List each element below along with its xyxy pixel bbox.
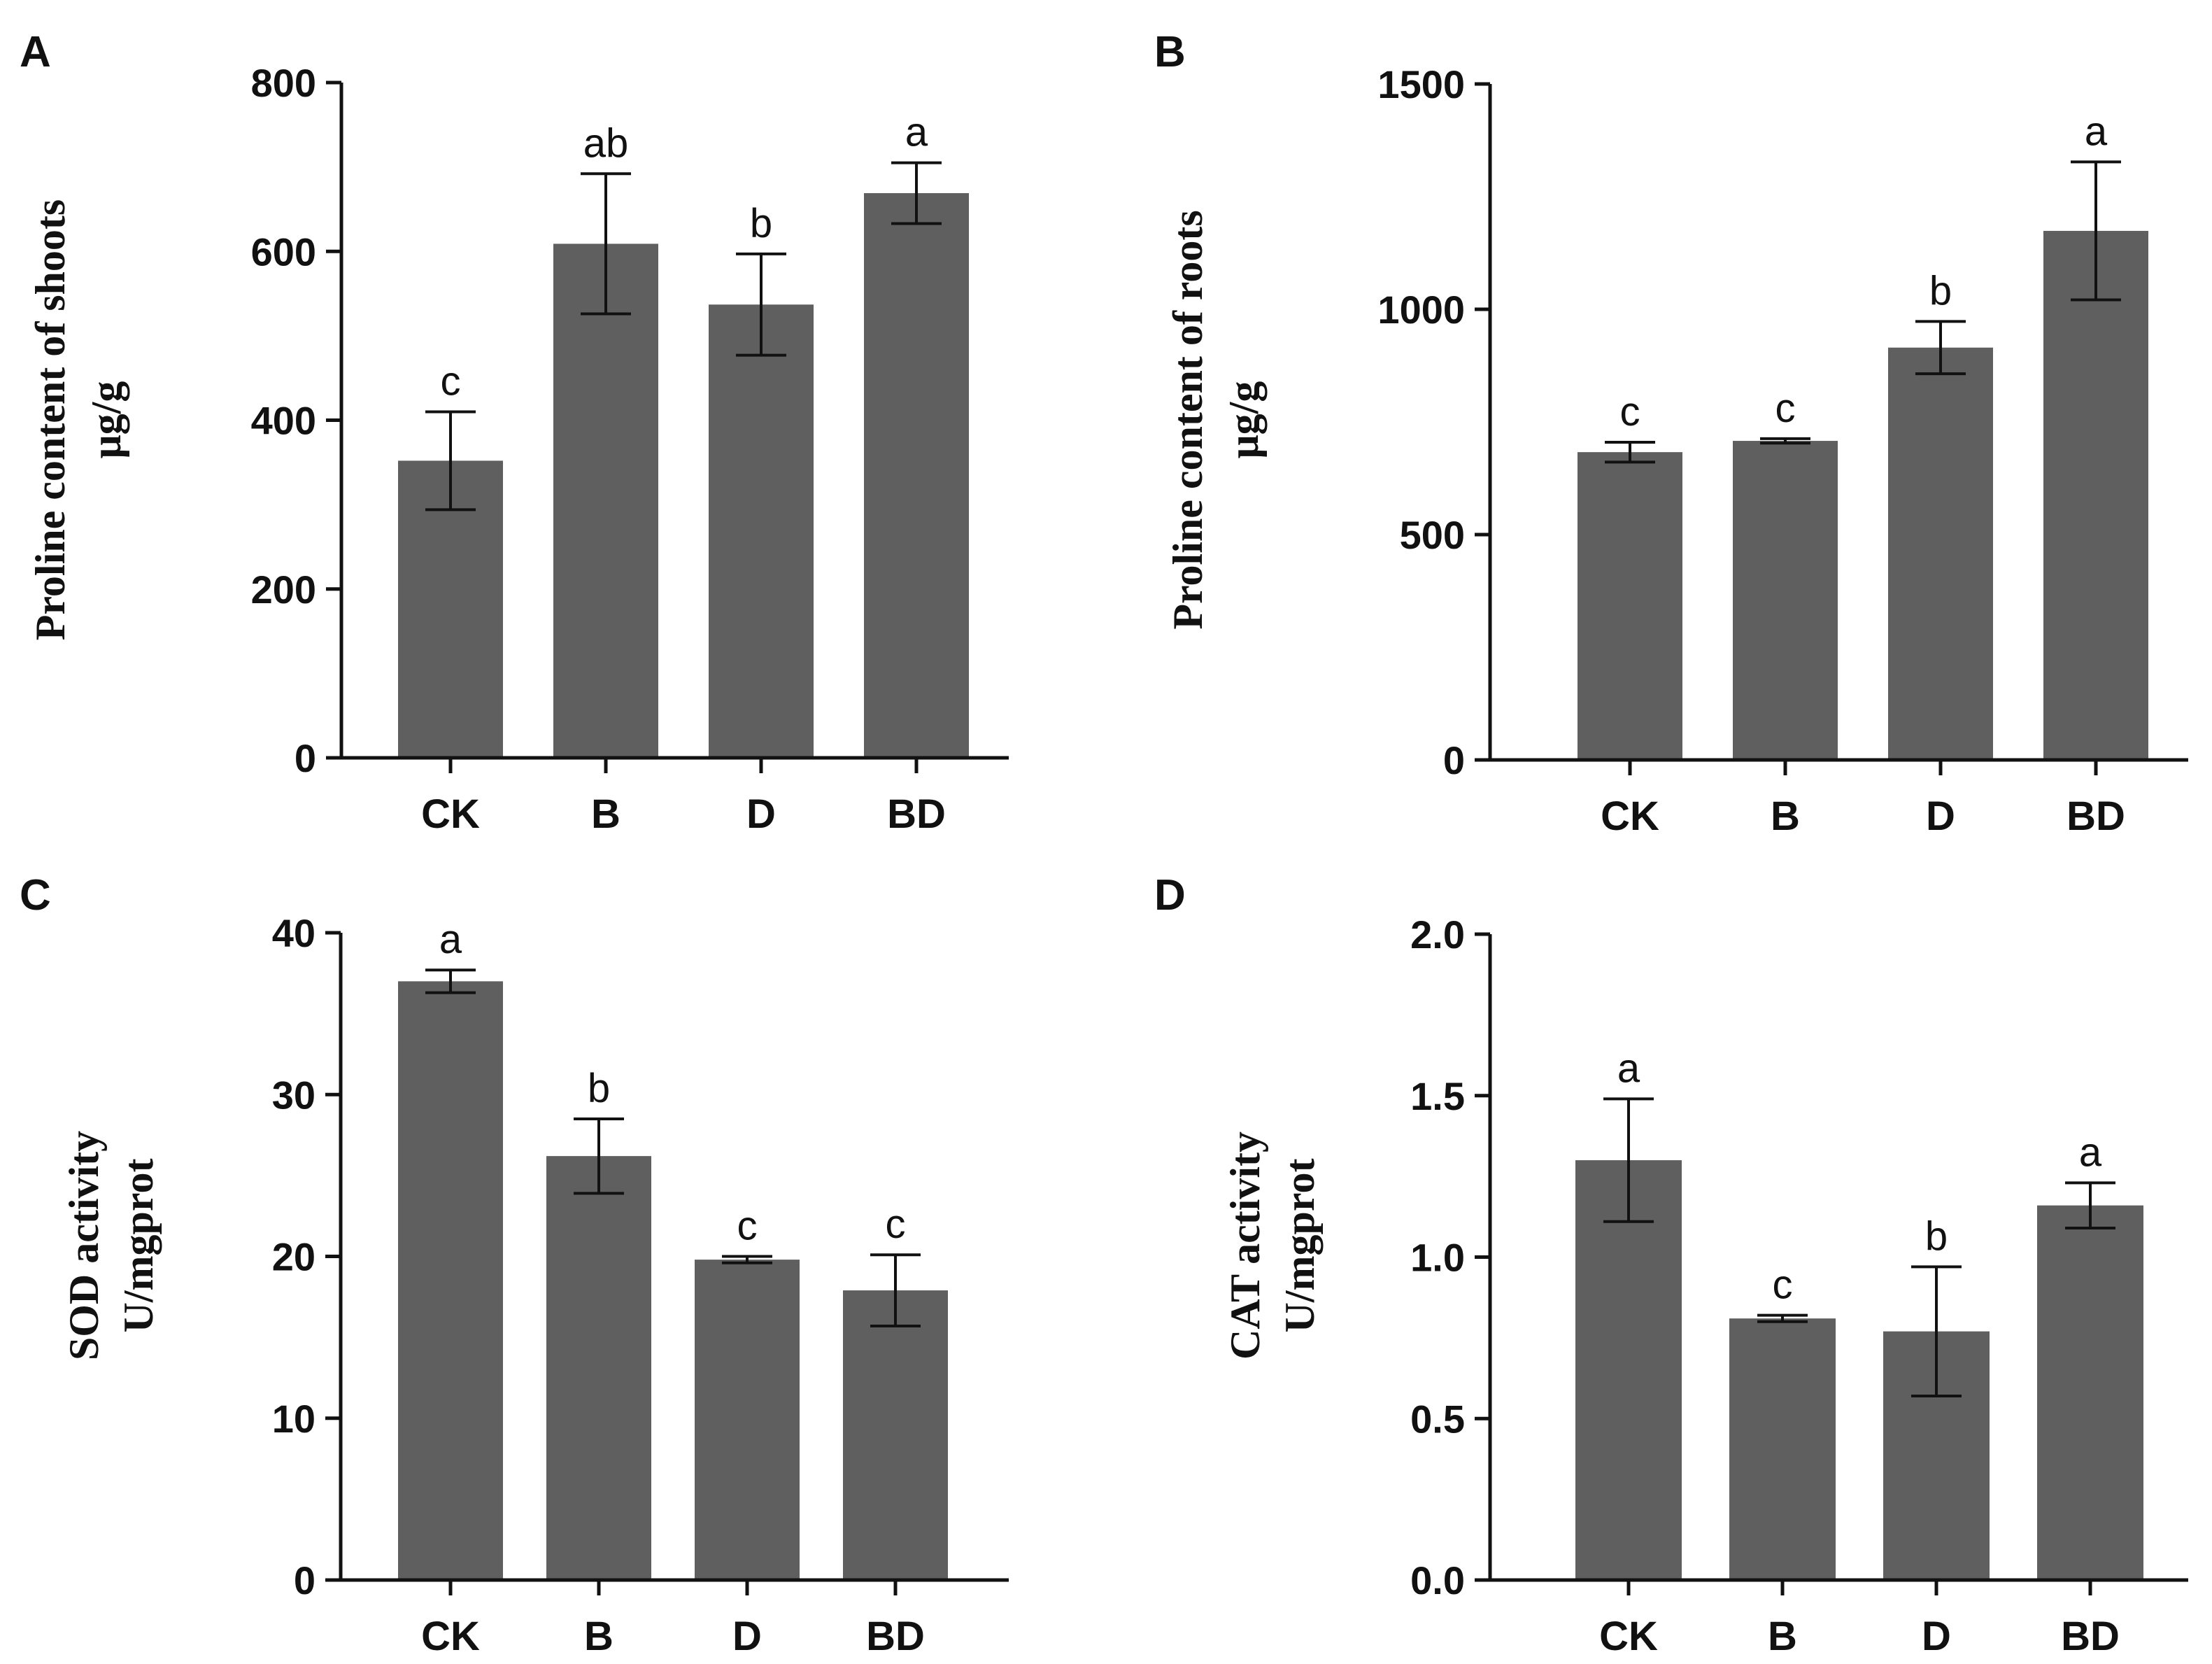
- bar-a-b: [553, 244, 658, 758]
- bar-b-d: [1888, 347, 1993, 760]
- bar-a-d: [709, 304, 814, 758]
- y-tick-label-d-1: 0.0: [1410, 1558, 1465, 1602]
- y-tick-label-d-4: 1.5: [1410, 1074, 1465, 1118]
- y-tick-label-d-3: 1.0: [1410, 1236, 1465, 1280]
- y-tick-label-b-3: 1000: [1377, 288, 1465, 332]
- significance-label-c-2: b: [588, 1066, 610, 1111]
- significance-label-d-3: b: [1925, 1213, 1948, 1259]
- y-axis-title-c: SOD activity: [61, 1131, 107, 1360]
- significance-label-b-3: b: [1929, 268, 1952, 313]
- plot-area-b: c CK c Bb Da BD 0 500 1000 1500: [1377, 62, 2188, 839]
- x-tick-label-c-bd: BD: [866, 1614, 925, 1659]
- y-axis-unit-b: μg/g: [1221, 381, 1267, 459]
- y-tick-label-d-5: 2.0: [1410, 912, 1465, 957]
- significance-label-a-2: ab: [583, 120, 629, 166]
- panel-b: B Proline content of roots μg/g c CK c Bb Da…: [1154, 28, 2188, 839]
- x-tick-label-c-ck: CK: [421, 1614, 480, 1659]
- x-tick-label-a-d: D: [746, 791, 776, 837]
- significance-label-c-4: c: [886, 1201, 906, 1247]
- panel-c: C SOD activity U/mgprot a CK b Bc Dc BD 0 10 20 3…: [20, 871, 1009, 1659]
- panel-letter-d: D: [1154, 871, 1186, 919]
- bar-b-bd: [2043, 230, 2148, 761]
- x-tick-label-d-b: B: [1768, 1614, 1797, 1659]
- y-tick-label-c-4: 30: [272, 1073, 316, 1117]
- y-axis-title-b: Proline content of roots: [1165, 210, 1211, 629]
- panel-letter-c: C: [20, 871, 51, 919]
- x-tick-label-a-b: B: [591, 791, 621, 837]
- x-tick-label-b-ck: CK: [1601, 794, 1659, 839]
- bar-d-bd: [2037, 1205, 2143, 1580]
- significance-label-c-3: c: [737, 1204, 758, 1249]
- significance-label-a-3: b: [750, 201, 772, 246]
- panel-d: D CAT activity U/mgprot a CK c Bb Da BD 0.0 0.5…: [1154, 871, 2188, 1659]
- x-tick-label-b-b: B: [1771, 794, 1800, 839]
- y-tick-label-b-4: 1500: [1377, 62, 1465, 106]
- x-tick-label-c-d: D: [732, 1614, 762, 1659]
- bar-c-b: [546, 1156, 651, 1580]
- panel-letter-b: B: [1154, 28, 1186, 76]
- y-tick-label-b-2: 500: [1400, 513, 1465, 557]
- x-tick-label-d-d: D: [1922, 1614, 1951, 1659]
- y-tick-label-a-3: 400: [251, 399, 316, 443]
- bar-b-b: [1733, 441, 1838, 760]
- y-tick-label-a-2: 200: [251, 567, 316, 612]
- significance-label-b-4: a: [2085, 108, 2108, 154]
- y-axis-unit-c: U/mgprot: [115, 1159, 162, 1333]
- y-tick-label-c-5: 40: [272, 911, 316, 955]
- y-tick-label-a-1: 0: [295, 736, 316, 780]
- y-tick-label-c-2: 10: [272, 1397, 316, 1441]
- bar-c-ck: [398, 981, 503, 1580]
- panel-a: A Proline content of shoots μg/g c CK ab Bb…: [20, 28, 1009, 837]
- significance-label-a-1: c: [441, 358, 461, 404]
- significance-label-d-2: c: [1773, 1262, 1793, 1308]
- y-tick-label-c-3: 20: [272, 1235, 316, 1279]
- bar-c-d: [695, 1260, 800, 1580]
- y-tick-label-d-2: 0.5: [1410, 1397, 1465, 1441]
- significance-label-b-2: c: [1775, 386, 1796, 431]
- plot-area-a: c CK ab Bb Da BD 0 200 400 600 800: [251, 61, 1009, 837]
- y-tick-label-c-1: 0: [294, 1558, 316, 1602]
- significance-label-d-1: a: [1617, 1045, 1640, 1091]
- y-axis-title-d: CAT activity: [1222, 1131, 1268, 1360]
- y-axis-title-a: Proline content of shoots: [27, 199, 73, 641]
- x-tick-label-d-ck: CK: [1599, 1614, 1658, 1659]
- x-tick-label-b-d: D: [1926, 794, 1955, 839]
- panel-letter-a: A: [20, 28, 51, 76]
- plot-area-d: a CK c Bb Da BD 0.0 0.5 1.0 1.5 2.0: [1410, 912, 2188, 1659]
- bar-d-b: [1729, 1318, 1836, 1580]
- significance-label-d-4: a: [2079, 1129, 2102, 1175]
- y-tick-label-a-4: 600: [251, 230, 316, 274]
- bar-d-ck: [1575, 1160, 1682, 1580]
- bar-b-ck: [1578, 452, 1682, 760]
- y-tick-label-b-1: 0: [1443, 738, 1465, 782]
- significance-label-a-4: a: [905, 110, 928, 155]
- x-tick-label-b-bd: BD: [2066, 794, 2125, 839]
- x-tick-label-c-b: B: [584, 1614, 614, 1659]
- x-tick-label-a-ck: CK: [421, 791, 480, 837]
- plot-area-c: a CK b Bc Dc BD 0 10 20 30 40: [272, 911, 1009, 1659]
- significance-label-c-1: a: [439, 917, 462, 962]
- y-axis-unit-a: μg/g: [83, 381, 129, 459]
- bar-a-bd: [864, 193, 969, 758]
- significance-label-b-1: c: [1620, 389, 1640, 435]
- y-tick-label-a-5: 800: [251, 61, 316, 105]
- y-axis-unit-d: U/mgprot: [1277, 1159, 1323, 1333]
- x-tick-label-a-bd: BD: [887, 791, 946, 837]
- bar-c-bd: [843, 1290, 948, 1580]
- x-tick-label-d-bd: BD: [2061, 1614, 2120, 1659]
